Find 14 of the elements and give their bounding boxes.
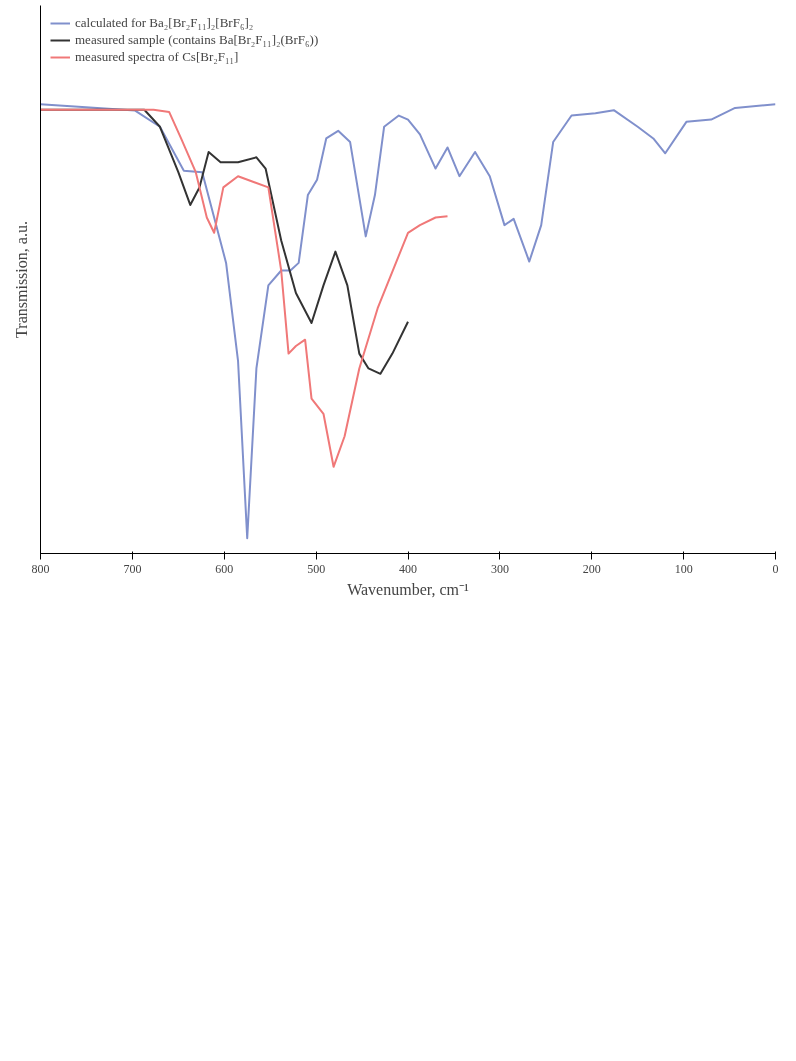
x-tick-label: 800 [31, 561, 50, 576]
x-tick-label: 700 [123, 561, 142, 576]
x-tick-label: 200 [582, 561, 601, 576]
x-tick-label: 100 [674, 561, 693, 576]
x-axis-title: Wavenumber, cm⁻¹ [347, 580, 469, 598]
y-axis-title: Transmission, a.u. [12, 221, 30, 338]
legend-label: measured sample (contains Ba[Br₂F₁₁]₂(BrF₆)) [75, 32, 319, 48]
x-tick-label: 500 [307, 561, 326, 576]
x-tick-label: 600 [215, 561, 234, 576]
x-tick-label: 300 [490, 561, 509, 576]
x-tick-label: 400 [399, 561, 417, 576]
x-tick-label: 0 [772, 561, 779, 576]
legend-label: measured spectra of Cs[Br₂F₁₁] [75, 49, 239, 65]
legend-label: calculated for Ba₂[Br₂F₁₁]₂[BrF₆]₂ [75, 15, 254, 31]
